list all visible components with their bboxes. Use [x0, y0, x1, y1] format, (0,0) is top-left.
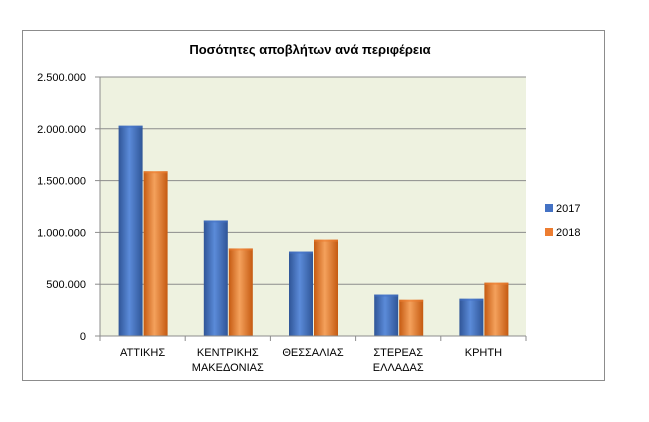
bar-2018 — [484, 282, 509, 336]
x-category-label: ΜΑΚΕΔΟΝΙΑΣ — [192, 362, 264, 374]
legend-swatch-2018 — [545, 228, 553, 236]
bar-2018 — [314, 239, 338, 336]
bar-top-2017 — [118, 125, 143, 128]
x-category-label: ΚΕΝΤΡΙΚΗΣ — [197, 347, 259, 359]
y-tick-label: 1.000.000 — [37, 227, 86, 239]
bar-2017 — [374, 294, 399, 336]
y-tick-label: 1.500.000 — [37, 176, 86, 188]
bar-2018 — [228, 248, 253, 336]
x-category-label: ΣΤΕΡΕΑΣ — [373, 347, 423, 359]
legend-label-2017: 2017 — [556, 203, 580, 215]
bar-top-2018 — [228, 248, 253, 251]
x-category-label: ΚΡΗΤΗ — [465, 347, 502, 359]
x-category-label: ΑΤΤΙΚΗΣ — [120, 347, 165, 359]
axes: 0 500.000 1.000.000 1.500.000 2.000.000 2.500… — [37, 72, 527, 374]
x-category-label: ΘΕΣΣΑΛΙΑΣ — [282, 347, 344, 359]
legend: 2017 2018 — [545, 203, 580, 239]
bar-2017 — [203, 220, 228, 336]
bar-top-2017 — [203, 220, 228, 223]
legend-swatch-2017 — [545, 204, 553, 212]
legend-label-2018: 2018 — [556, 227, 580, 239]
bar-2018 — [143, 171, 168, 336]
bar-top-2018 — [399, 299, 424, 302]
bar-2017 — [459, 298, 484, 336]
bar-2018 — [399, 299, 424, 336]
bar-top-2018 — [314, 239, 338, 242]
bar-top-2017 — [374, 294, 399, 297]
gridlines — [100, 76, 526, 285]
bar-top-2018 — [143, 171, 168, 174]
bar-top-2017 — [459, 298, 484, 301]
chart-title: Ποσότητες αποβλήτων ανά περιφέρεια — [189, 42, 431, 57]
y-tick-label: 2.000.000 — [37, 124, 86, 136]
bar-2017 — [118, 125, 143, 336]
bars — [118, 125, 509, 336]
x-category-label: ΕΛΛΑΔΑΣ — [373, 362, 424, 374]
bar-top-2018 — [484, 282, 509, 285]
bar-top-2017 — [289, 251, 313, 254]
y-tick-label: 500.000 — [46, 279, 86, 291]
bar-2017 — [289, 251, 313, 336]
y-tick-label: 2.500.000 — [37, 72, 86, 84]
y-tick-label: 0 — [80, 331, 86, 343]
